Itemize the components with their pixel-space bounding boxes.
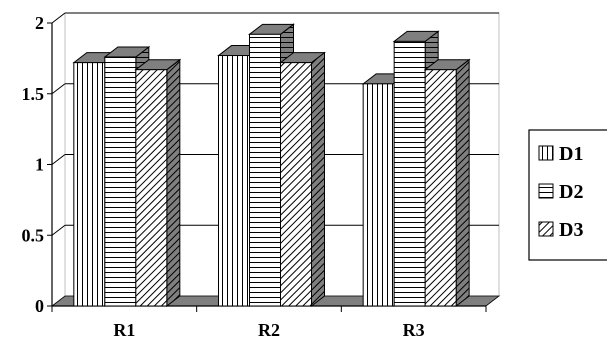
bars [72, 23, 471, 308]
bar-D3-R3 [423, 58, 471, 308]
legend-swatch-D3 [538, 221, 554, 237]
x-tick-label: R2 [258, 320, 280, 340]
legend-swatch-D1 [538, 145, 554, 161]
bar-D3-R2 [279, 51, 326, 308]
bar-front [249, 33, 281, 307]
bar-D3-R1 [134, 58, 182, 308]
x-tick-label: R3 [403, 320, 425, 340]
bar-front [104, 56, 137, 307]
bar-front [218, 55, 250, 307]
y-tick-label: 0 [35, 296, 44, 316]
legend-label-D2: D2 [559, 181, 583, 203]
x-tick-label: R1 [113, 320, 135, 340]
y-tick-label: 0.5 [22, 225, 45, 245]
bar-side [311, 51, 325, 308]
bar-front [362, 83, 395, 307]
tick-labels: 0 0.5 1 1.5 2 R1 R2 R3 [22, 13, 425, 340]
gridline-diag-4 [51, 12, 66, 24]
gridline-diag-1 [51, 224, 66, 236]
bar-side [166, 58, 181, 308]
bar-front [424, 69, 457, 307]
bar-side [455, 58, 470, 308]
y-tick-label: 1 [35, 155, 44, 175]
bar-front [135, 69, 168, 307]
bar-front [393, 40, 426, 307]
legend-swatch-D2 [538, 183, 554, 199]
legend-label-D3: D3 [559, 219, 583, 241]
y-tick-label: 1.5 [22, 84, 45, 104]
gridline-diag-3 [51, 83, 66, 95]
y-tick-label: 2 [35, 13, 44, 33]
gridline-diag-2 [51, 154, 66, 165]
legend-label-D1: D1 [559, 143, 583, 165]
bar-front [280, 62, 312, 307]
legend: D1 D2 D3 [528, 129, 607, 261]
bar-front [73, 62, 106, 307]
